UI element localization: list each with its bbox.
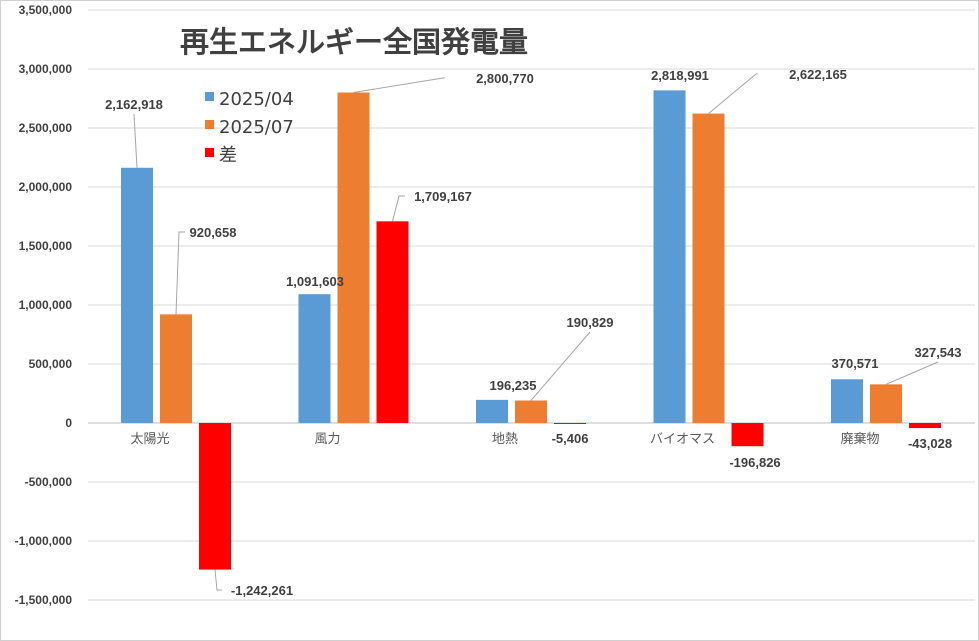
data-label: 2,622,165 (789, 67, 847, 82)
bar-2025/07-風力 (337, 92, 370, 423)
bar-2025/04-風力 (298, 294, 331, 423)
data-label: 327,543 (915, 345, 962, 360)
data-label: 2,800,770 (476, 71, 534, 86)
leader-line (885, 361, 939, 385)
data-label: 370,571 (832, 356, 879, 371)
leader-line (353, 77, 445, 94)
bar-2025/04-地熱 (476, 399, 508, 423)
data-label: 920,658 (190, 225, 237, 240)
category-label: 太陽光 (130, 432, 169, 447)
y-tick-label: 2,500,000 (19, 121, 73, 135)
bar-2025/07-地熱 (515, 400, 547, 423)
data-label: 196,235 (490, 378, 537, 393)
category-label: 廃棄物 (840, 431, 879, 447)
legend-swatch (205, 120, 214, 129)
leader-line (133, 113, 138, 168)
legend-swatch (205, 148, 214, 157)
legend-label: 2025/04 (219, 89, 294, 110)
legend-swatch (205, 92, 214, 101)
leader-line (175, 231, 185, 315)
data-label: 2,162,918 (105, 97, 163, 112)
bar-差-地熱 (554, 423, 586, 424)
y-tick-label: 500,000 (29, 357, 73, 371)
leader-line (530, 331, 591, 401)
bar-差-風力 (376, 221, 409, 423)
chart-title: 再生エネルギー全国発電量 (180, 25, 528, 59)
y-tick-label: -1,500,000 (15, 593, 73, 607)
bar-2025/04-太陽光 (121, 167, 153, 423)
bar-2025/07-バイオマス (692, 113, 725, 423)
data-label: 1,709,167 (414, 189, 472, 204)
data-label: -5,406 (552, 431, 589, 446)
category-label: 地熱 (492, 432, 518, 447)
data-label: -196,826 (729, 455, 780, 470)
leader-line (708, 73, 758, 114)
legend-label: 2025/07 (219, 117, 294, 138)
bar-2025/07-廃棄物 (870, 384, 902, 423)
y-tick-label: 0 (65, 416, 72, 430)
bar-差-バイオマス (731, 423, 764, 447)
data-label: 1,091,603 (286, 274, 344, 289)
category-label: バイオマス (650, 432, 715, 447)
y-tick-label: 2,000,000 (19, 180, 73, 194)
y-tick-label: -500,000 (25, 475, 73, 489)
bar-2025/07-太陽光 (160, 314, 192, 423)
bar-2025/04-バイオマス (653, 90, 686, 423)
data-label: -1,242,261 (231, 583, 293, 598)
y-tick-label: 3,000,000 (19, 62, 73, 76)
data-label: 190,829 (567, 315, 614, 330)
y-tick-label: -1,000,000 (15, 534, 73, 548)
legend-label: 差 (219, 145, 237, 166)
bar-差-廃棄物 (909, 423, 941, 429)
y-tick-label: 3,500,000 (19, 3, 73, 17)
category-label: 風力 (314, 432, 340, 447)
data-label: 2,818,991 (651, 68, 709, 83)
bar-2025/04-廃棄物 (831, 379, 863, 423)
data-label: -43,028 (908, 436, 952, 451)
leader-line (392, 195, 405, 222)
leader-line (214, 569, 222, 591)
y-tick-label: 1,000,000 (19, 298, 73, 312)
y-tick-label: 1,500,000 (19, 239, 73, 253)
bar-差-太陽光 (199, 423, 231, 570)
